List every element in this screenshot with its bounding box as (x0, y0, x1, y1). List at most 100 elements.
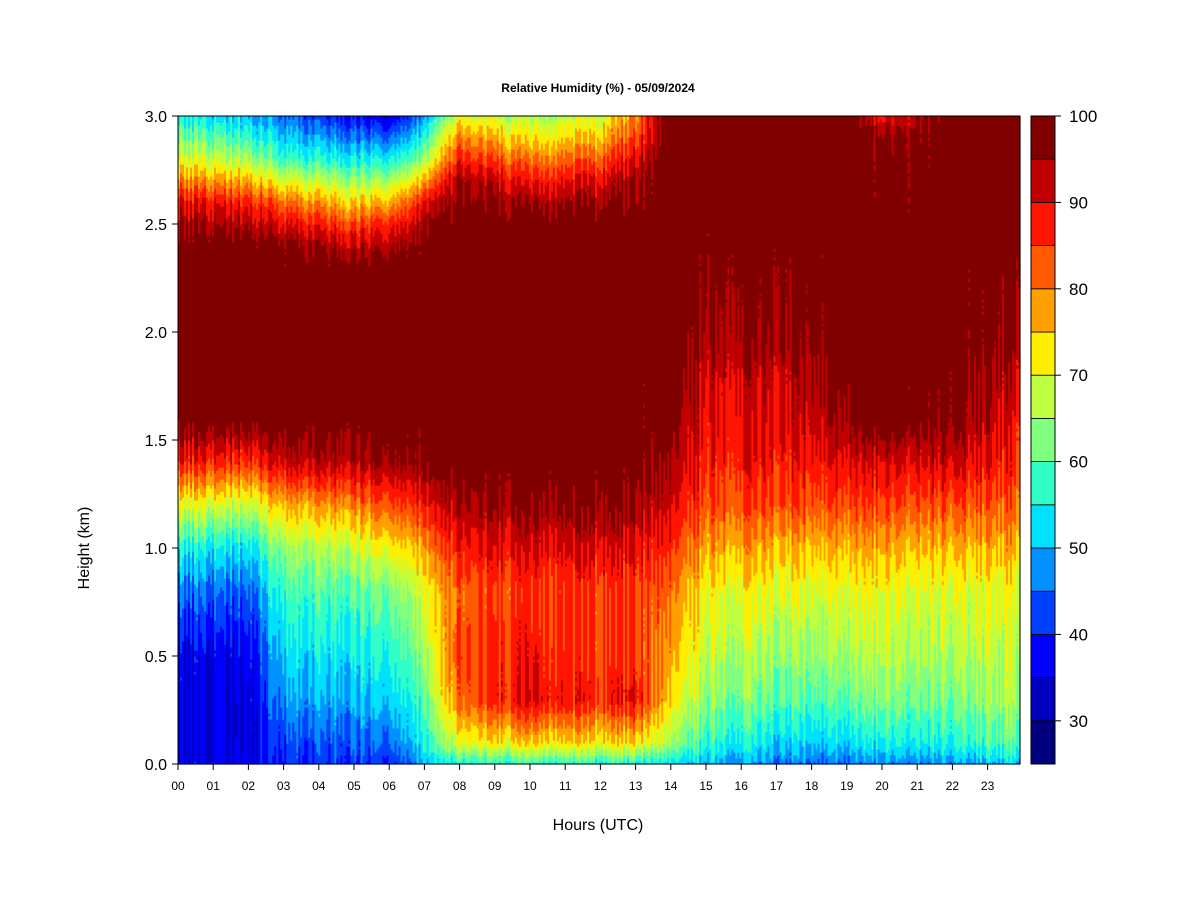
heatmap-cell-run (304, 476, 307, 492)
heatmap-cell-run (306, 650, 309, 699)
heatmap-cell-run (462, 551, 466, 585)
heatmap-cell-run (382, 527, 386, 543)
heatmap-cell-run (220, 452, 223, 468)
heatmap-cell-run (526, 719, 530, 735)
heatmap-cell-run (376, 167, 380, 177)
heatmap-cell-run (276, 524, 279, 543)
heatmap-cell-run (284, 500, 287, 516)
heatmap-cell-run (212, 191, 215, 201)
heatmap-cell-run (314, 239, 317, 459)
heatmap-cell-run (380, 158, 384, 171)
heatmap-cell-run (248, 197, 251, 216)
heatmap-cell-run (588, 173, 592, 186)
heatmap-cell-run (382, 686, 386, 696)
heatmap-cell-run (280, 464, 283, 477)
heatmap-cell-run (584, 173, 588, 195)
heatmap-cell-run (625, 761, 628, 765)
heatmap-cell-run (280, 191, 283, 201)
heatmap-cell-run (448, 146, 452, 162)
heatmap-cell-run (188, 200, 191, 222)
heatmap-cell-run (362, 470, 366, 483)
heatmap-cell-run (242, 431, 245, 447)
heatmap-cell-run (340, 140, 343, 153)
heatmap-cell-run (422, 605, 426, 609)
heatmap-cell-run (196, 197, 199, 213)
heatmap-cell-run (468, 746, 472, 753)
heatmap-cell-run (392, 122, 396, 132)
heatmap-cell-run (204, 611, 207, 654)
heatmap-cell-run (246, 440, 249, 456)
heatmap-cell-run (280, 182, 283, 192)
heatmap-cell-run (424, 152, 428, 165)
heatmap-cell-run (198, 500, 201, 513)
heatmap-cell-run (312, 257, 315, 426)
heatmap-cell-run (528, 116, 532, 132)
heatmap-cell-run (430, 218, 434, 480)
heatmap-cell-run (424, 482, 428, 507)
heatmap-cell-run (308, 119, 311, 135)
heatmap-cell-run (418, 122, 422, 138)
heatmap-cell-run (356, 263, 360, 435)
heatmap-cell-run (278, 233, 281, 246)
heatmap-cell-run (594, 479, 598, 522)
heatmap-cell-run (488, 128, 492, 141)
heatmap-cell-run (412, 215, 416, 231)
heatmap-cell-run (480, 116, 484, 126)
heatmap-cell-run (474, 122, 478, 135)
heatmap-cell-run (214, 473, 217, 489)
heatmap-cell-run (340, 662, 343, 666)
heatmap-cell-run (180, 464, 183, 477)
heatmap-cell-run (332, 641, 335, 696)
heatmap-cell-run (322, 590, 325, 645)
heatmap-cell-run (462, 116, 466, 123)
heatmap-cell-run (194, 761, 197, 765)
heatmap-cell-run (336, 161, 339, 171)
heatmap-cell-run (234, 116, 237, 129)
heatmap-cell-run (226, 572, 229, 603)
heatmap-cell-run (330, 173, 333, 186)
heatmap-cell-run (314, 182, 317, 192)
heatmap-cell-run (617, 116, 620, 129)
heatmap-cell-run (276, 167, 279, 177)
heatmap-cell-run (468, 692, 472, 717)
heatmap-cell-run (450, 686, 454, 714)
heatmap-cell-run (224, 161, 227, 171)
heatmap-cell-run (402, 689, 406, 729)
heatmap-cell-run (384, 173, 388, 183)
heatmap-cell-run (338, 116, 341, 129)
heatmap-cell-run (520, 710, 524, 726)
heatmap-cell-run (450, 116, 454, 123)
heatmap-cell-run (478, 137, 482, 153)
heatmap-cell-run (368, 122, 372, 135)
heatmap-cell-run (546, 689, 550, 696)
heatmap-cell-run (574, 716, 578, 732)
heatmap-cell-run (572, 761, 576, 765)
heatmap-cell-run (342, 491, 345, 507)
heatmap-cell-run (552, 518, 556, 558)
heatmap-cell-run (236, 167, 239, 177)
heatmap-cell-run (408, 737, 412, 759)
heatmap-cell-run (192, 638, 195, 765)
heatmap-cell-run (512, 161, 516, 177)
heatmap-cell-run (611, 731, 614, 744)
heatmap-cell-run (442, 212, 446, 480)
heatmap-cell-run (466, 761, 470, 765)
heatmap-cell-run (627, 728, 630, 744)
heatmap-cell-run (619, 191, 622, 513)
heatmap-cell-run (404, 125, 408, 138)
heatmap-cell-run (352, 248, 356, 462)
heatmap-cell-run (370, 518, 374, 540)
heatmap-cell-run (330, 461, 333, 477)
heatmap-cell-run (456, 515, 460, 552)
heatmap-cell-run (607, 191, 610, 522)
heatmap-cell-run (444, 614, 448, 618)
heatmap-cell-run (246, 503, 249, 519)
heatmap-cell-run (404, 548, 408, 573)
heatmap-cell-run (418, 251, 422, 255)
heatmap-cell-run (412, 581, 416, 630)
heatmap-cell-run (372, 116, 376, 126)
heatmap-cell-run (452, 137, 456, 150)
heatmap-cell-run (426, 236, 430, 462)
heatmap-cell-run (230, 605, 233, 609)
heatmap-cell-run (262, 494, 265, 510)
